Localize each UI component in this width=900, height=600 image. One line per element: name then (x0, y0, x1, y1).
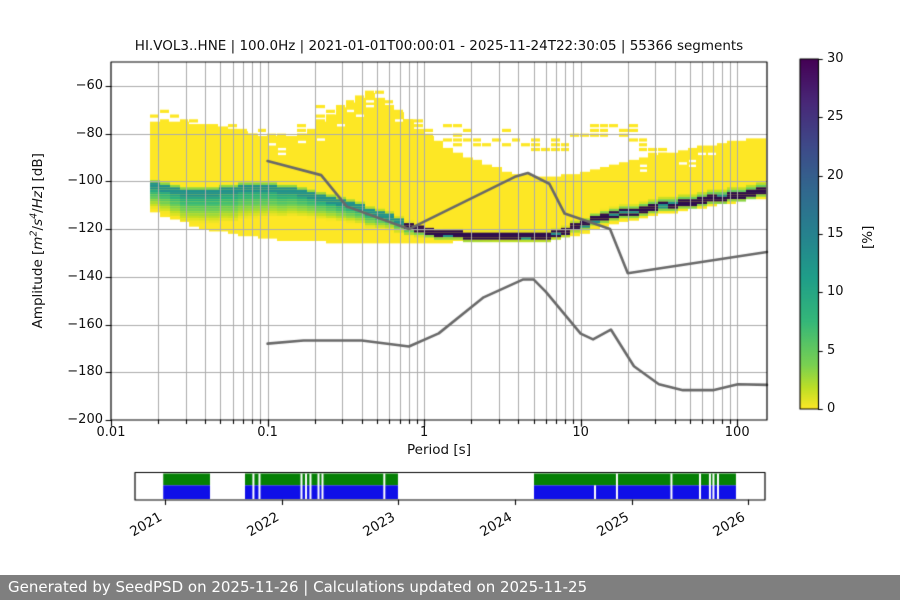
y-tick-label: −180 (67, 364, 103, 380)
y-axis-label-part: Hz (29, 191, 46, 209)
y-tick-label: −200 (67, 412, 103, 427)
y-axis-label-part: 2 (28, 230, 40, 237)
plot-title: HI.VOL3..HNE | 100.0Hz | 2021-01-01T00:0… (134, 38, 744, 54)
y-axis-label-part: s (29, 218, 46, 226)
x-tick-label: 1 (419, 425, 429, 440)
colorbar-tick-label: 30 (827, 51, 844, 66)
y-tick-label: −120 (67, 221, 103, 237)
y-tick-label: −160 (67, 316, 103, 332)
y-tick-label: −60 (75, 77, 103, 93)
colorbar-tick-label: 10 (827, 284, 844, 300)
x-tick-label: 0.01 (96, 425, 126, 440)
x-tick-label: 10 (572, 425, 589, 440)
y-tick-label: −140 (67, 268, 103, 284)
x-axis-label: Period [s] (407, 442, 471, 458)
footer-bar: Generated by SeedPSD on 2025-11-26 | Cal… (0, 575, 900, 600)
colorbar-tick-label: 25 (827, 109, 844, 125)
colorbar-tick-label: 15 (827, 226, 844, 241)
colorbar-tick-label: 0 (827, 401, 836, 416)
y-axis-label-part: m (29, 236, 46, 250)
colorbar-tick-label: 20 (827, 167, 844, 183)
y-axis-label-part: Amplitude [ (29, 249, 46, 329)
y-axis-label-part: ] [dB] (29, 153, 46, 192)
y-axis-label-part: / (29, 208, 46, 213)
y-axis-label: Amplitude [m2/s4/Hz] [dB] (26, 81, 46, 401)
y-tick-label: −80 (75, 125, 103, 141)
x-tick-label: 0.1 (257, 425, 278, 440)
y-axis-label-part: 4 (28, 212, 40, 219)
footer-text: Generated by SeedPSD on 2025-11-26 | Cal… (8, 578, 588, 596)
y-tick-label: −100 (67, 173, 103, 189)
x-tick-label: 100 (724, 425, 750, 440)
colorbar-tick-label: 5 (827, 342, 836, 358)
y-axis-label-part: / (29, 225, 46, 231)
